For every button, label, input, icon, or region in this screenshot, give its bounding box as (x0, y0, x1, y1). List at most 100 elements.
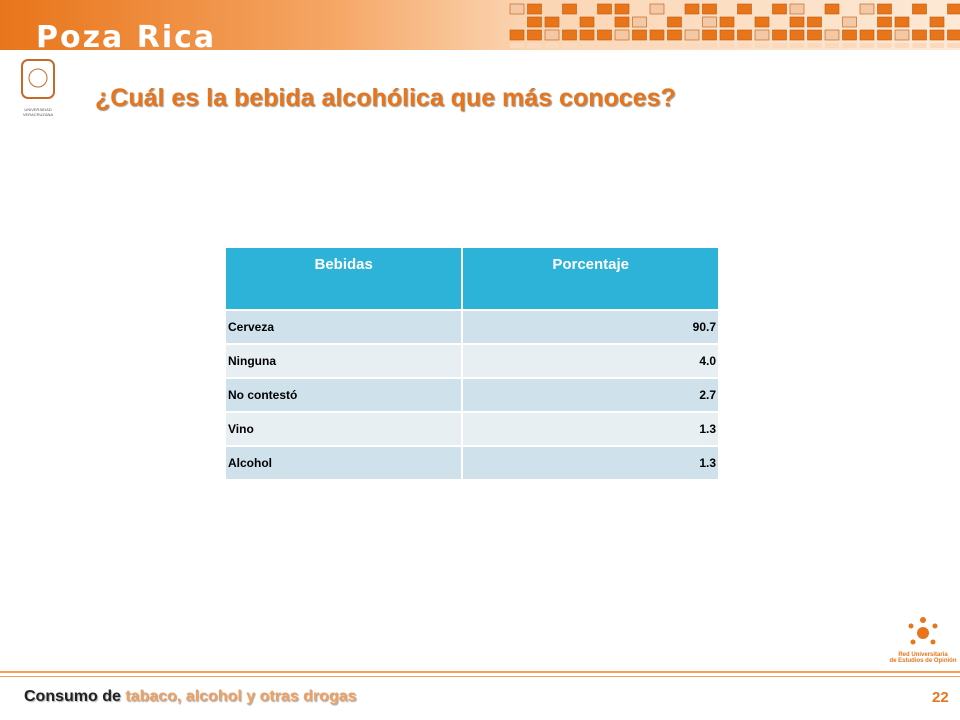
decor-square (895, 43, 909, 48)
decor-square (510, 43, 524, 48)
decor-square (824, 3, 840, 15)
footer-topic: tabaco, alcohol y otras drogas (125, 688, 357, 705)
drink-cell: Vino (226, 411, 464, 446)
decor-square (859, 29, 875, 41)
decor-square (737, 3, 752, 15)
table-row: Alcohol 1.3 (226, 445, 720, 479)
decor-square (807, 43, 822, 48)
logo: UNIVERSIDAD VERACRUZANA (10, 58, 66, 117)
decor-square (790, 43, 804, 48)
decor-square (684, 3, 700, 15)
decor-square (509, 3, 525, 15)
decor-square (667, 29, 682, 41)
decor-square (842, 43, 857, 48)
decor-square (807, 16, 822, 28)
decor-square (754, 16, 770, 28)
decor-square (544, 29, 560, 41)
decor-square (667, 43, 682, 48)
decor-square (632, 29, 647, 41)
logo-text: UNIVERSIDAD VERACRUZANA (22, 107, 54, 117)
decor-square (842, 29, 857, 41)
decor-square (597, 3, 612, 15)
drink-cell: Ninguna (226, 343, 464, 378)
decor-square (807, 29, 822, 41)
decor-square (720, 43, 734, 48)
decor-square (877, 29, 892, 41)
decor-square (632, 16, 647, 28)
decor-square (737, 29, 752, 41)
decor-square (947, 3, 960, 15)
decor-square (772, 43, 787, 48)
decor-square (824, 29, 840, 41)
table-row: No contestó 2.7 (226, 377, 720, 412)
drink-cell: Alcohol (226, 445, 464, 479)
decor-square (650, 43, 664, 48)
question: ¿Cuál es la bebida alcohólica que más co… (95, 84, 676, 112)
network-text: Red Universitaria (898, 652, 948, 658)
decor-square (789, 3, 805, 15)
decor-square (667, 16, 682, 28)
decoration (509, 3, 960, 48)
network-text: de Estudios de Opinión (889, 658, 957, 664)
decor-square (842, 16, 857, 28)
decor-square (509, 29, 525, 41)
decor-square (877, 16, 892, 28)
table-row: Vino 1.3 (226, 411, 720, 446)
decor-square (562, 29, 577, 41)
percent-cell: 2.7 (462, 377, 720, 412)
decor-square (562, 3, 577, 15)
decor-square (702, 16, 717, 28)
decor-square (685, 43, 699, 48)
decor-square (894, 16, 910, 28)
decor-square (930, 43, 944, 48)
decor-square (649, 29, 665, 41)
decor-square (877, 3, 892, 15)
decor-square (684, 29, 700, 41)
decor-square (597, 29, 612, 41)
logo-emblem (21, 59, 55, 99)
decor-square (912, 29, 927, 41)
data-table: Bebidas Porcentaje Cerveza 90.7 Ninguna 4.0 N… (226, 248, 720, 479)
table-row: Cerveza 90.7 (226, 309, 720, 344)
slide-title: Poza Rica (36, 20, 217, 55)
decor-square (877, 43, 892, 48)
decor-square (632, 43, 647, 48)
decor-square (789, 29, 805, 41)
footer-line (0, 676, 960, 677)
decor-square (860, 43, 874, 48)
decor-square (894, 29, 910, 41)
percent-cell: 90.7 (462, 309, 720, 344)
decor-square (772, 3, 787, 15)
decor-square (912, 3, 927, 15)
footer-text: Consumo de tabaco, alcohol y otras droga… (24, 688, 357, 706)
decor-square (825, 43, 839, 48)
footer-line (0, 671, 960, 673)
decor-square (527, 16, 542, 28)
decor-square (579, 16, 595, 28)
decor-square (929, 16, 945, 28)
decor-square (719, 16, 735, 28)
column-header: Bebidas (226, 248, 464, 310)
decor-square (754, 29, 770, 41)
percent-cell: 1.3 (462, 411, 720, 446)
decor-square (527, 29, 542, 41)
network-emblem (908, 617, 938, 645)
drink-cell: No contestó (226, 377, 464, 412)
decor-square (615, 43, 629, 48)
decor-square (789, 16, 805, 28)
decor-square (545, 43, 559, 48)
decor-square (527, 43, 542, 48)
decor-square (755, 43, 769, 48)
decor-square (912, 43, 927, 48)
percent-cell: 4.0 (462, 343, 720, 378)
decor-square (702, 3, 717, 15)
decor-square (544, 16, 560, 28)
decor-square (614, 29, 630, 41)
decor-square (527, 3, 542, 15)
decor-square (719, 29, 735, 41)
decor-square (772, 29, 787, 41)
decor-square (614, 16, 630, 28)
decor-square (649, 3, 665, 15)
decor-square (579, 29, 595, 41)
